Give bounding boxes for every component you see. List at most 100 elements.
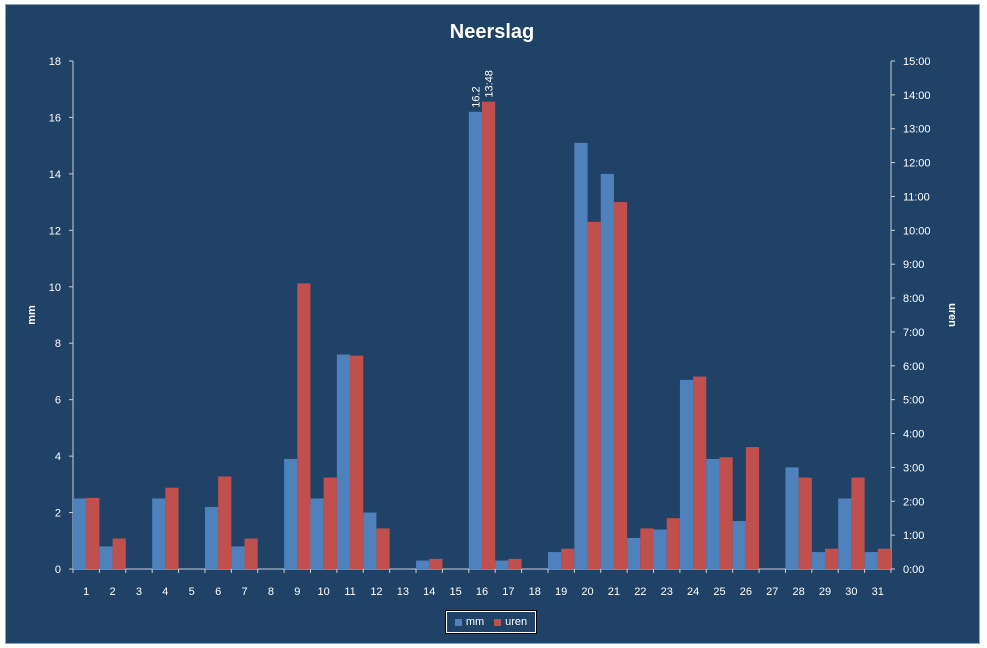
- bar-mm: [416, 560, 430, 569]
- x-tick-label: 9: [294, 586, 300, 598]
- y-tick-label: 16: [49, 112, 61, 124]
- y2-tick-label: 15:00: [903, 56, 931, 68]
- x-tick-label: 20: [581, 586, 593, 598]
- y2-tick-label: 4:00: [903, 429, 924, 441]
- bar-uren: [218, 476, 232, 569]
- x-tick-label: 17: [502, 586, 514, 598]
- bar-uren: [851, 477, 865, 569]
- bar-uren: [561, 548, 575, 569]
- legend-label-mm: mm: [465, 616, 485, 628]
- bar-uren: [587, 221, 601, 569]
- x-tick-label: 6: [215, 586, 221, 598]
- y2-tick-label: 8:00: [903, 293, 924, 305]
- x-tick-label: 29: [819, 586, 831, 598]
- bar-uren: [719, 457, 733, 569]
- x-tick-label: 24: [687, 586, 699, 598]
- y2-axis-title: uren: [946, 303, 958, 327]
- x-tick-label: 22: [634, 586, 646, 598]
- y2-tick-label: 3:00: [903, 462, 924, 474]
- bar-uren: [376, 528, 390, 569]
- plot-layer: 0246810121416180:001:002:003:004:005:006…: [49, 56, 931, 598]
- bar-mm: [204, 506, 219, 569]
- bar-uren: [112, 538, 126, 569]
- x-tick-label: 25: [713, 586, 725, 598]
- legend-label-uren: uren: [505, 616, 528, 628]
- bar-mm: [495, 560, 509, 569]
- x-tick-label: 13: [397, 586, 409, 598]
- x-tick-label: 19: [555, 586, 567, 598]
- y2-tick-label: 10:00: [903, 225, 931, 237]
- x-tick-label: 7: [241, 586, 247, 598]
- y-tick-label: 10: [49, 282, 61, 294]
- x-tick-label: 28: [793, 586, 805, 598]
- bar-uren: [508, 558, 522, 569]
- legend-item-mm: mm: [454, 616, 485, 628]
- x-tick-label: 14: [423, 586, 435, 598]
- y2-tick-label: 6:00: [903, 361, 924, 373]
- x-tick-label: 15: [449, 586, 461, 598]
- legend-item-uren: uren: [494, 616, 527, 628]
- bar-uren: [825, 548, 839, 569]
- chart-title: Neerslag: [450, 21, 535, 43]
- bar-mm: [811, 552, 826, 569]
- x-tick-label: 21: [608, 586, 620, 598]
- x-tick-label: 31: [872, 586, 884, 598]
- bar-mm: [574, 142, 588, 569]
- y2-tick-label: 13:00: [903, 124, 931, 136]
- x-tick-label: 27: [766, 586, 778, 598]
- x-tick-label: 23: [661, 586, 673, 598]
- bar-uren: [86, 497, 100, 569]
- x-tick-label: 30: [845, 586, 857, 598]
- bar-mm: [231, 546, 245, 569]
- x-tick-label: 11: [344, 586, 355, 598]
- y-tick-label: 2: [55, 508, 61, 520]
- bar-mm: [310, 498, 324, 569]
- bar-uren: [693, 376, 707, 569]
- bar-uren: [165, 487, 179, 569]
- bar-mm: [864, 552, 878, 569]
- x-tick-label: 10: [318, 586, 330, 598]
- bar-mm: [152, 498, 166, 569]
- x-tick-label: 12: [370, 586, 382, 598]
- x-tick-label: 2: [110, 586, 116, 598]
- y2-tick-label: 11:00: [903, 191, 930, 203]
- x-tick-label: 3: [136, 586, 142, 598]
- bar-uren: [297, 283, 311, 569]
- data-label-mm: 16.2: [470, 86, 482, 107]
- bar-uren: [350, 355, 364, 569]
- bar-mm: [732, 521, 746, 569]
- y2-tick-label: 9:00: [903, 259, 924, 271]
- bar-uren: [666, 518, 680, 569]
- x-tick-label: 18: [529, 586, 541, 598]
- bar-mm: [363, 512, 377, 569]
- data-label-uren: 13:48: [484, 70, 496, 98]
- y-tick-label: 6: [55, 395, 61, 407]
- x-tick-label: 26: [740, 586, 752, 598]
- bar-uren: [429, 558, 443, 569]
- x-tick-label: 8: [268, 586, 274, 598]
- y-axis-title: mm: [26, 305, 38, 325]
- bar-mm: [99, 546, 113, 569]
- y-tick-label: 14: [49, 169, 61, 181]
- y-tick-label: 12: [49, 225, 61, 237]
- bar-mm: [468, 111, 482, 570]
- y2-tick-label: 14:00: [903, 90, 931, 102]
- bar-uren: [877, 548, 891, 569]
- y-tick-label: 8: [55, 338, 61, 350]
- bar-mm: [600, 173, 614, 569]
- bar-mm: [653, 529, 667, 569]
- y2-tick-label: 1:00: [903, 530, 924, 542]
- y2-tick-label: 5:00: [903, 395, 924, 407]
- bar-mm: [284, 458, 298, 569]
- bar-uren: [323, 477, 337, 569]
- bar-uren: [798, 477, 812, 569]
- y-tick-label: 4: [55, 451, 61, 463]
- legend-swatch-uren: [494, 618, 502, 626]
- bar-uren: [745, 447, 760, 569]
- legend: mm uren: [445, 610, 537, 634]
- x-tick-label: 4: [162, 586, 168, 598]
- y-tick-label: 18: [49, 56, 61, 68]
- y-tick-label: 0: [55, 564, 61, 576]
- x-tick-label: 5: [189, 586, 195, 598]
